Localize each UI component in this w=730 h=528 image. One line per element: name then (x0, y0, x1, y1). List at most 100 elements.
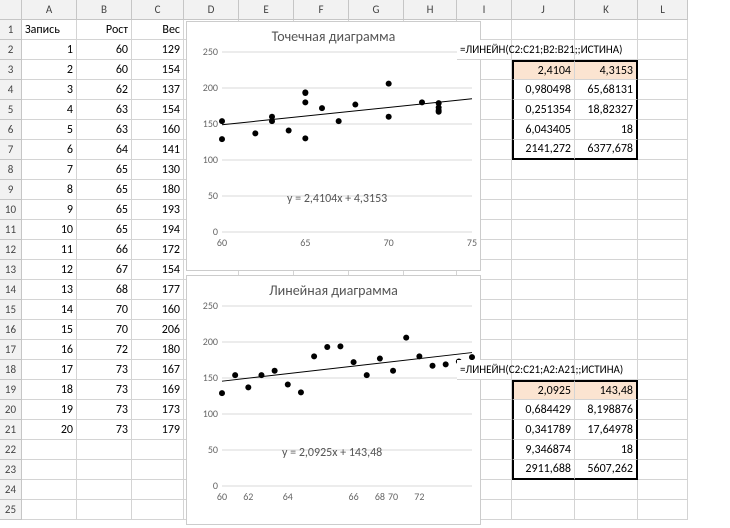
cell-L20[interactable] (638, 400, 688, 420)
cell-J25[interactable] (512, 500, 575, 520)
cell-I18[interactable]: =ЛИНЕЙН(C2:C21;A2:A21;;ИСТИНА) (457, 360, 512, 380)
cell-K9[interactable] (575, 180, 638, 200)
cell-L22[interactable] (638, 440, 688, 460)
cell-A12[interactable]: 11 (22, 240, 77, 260)
cell-C10[interactable]: 193 (132, 200, 184, 220)
row-header-22[interactable]: 22 (0, 440, 22, 460)
cell-L15[interactable] (638, 300, 688, 320)
cell-C3[interactable]: 154 (132, 60, 184, 80)
cell-B21[interactable]: 73 (77, 420, 132, 440)
cell-B23[interactable] (77, 460, 132, 480)
cell-L10[interactable] (638, 200, 688, 220)
cell-J7[interactable]: 2141,272 (512, 140, 575, 160)
cell-C9[interactable]: 180 (132, 180, 184, 200)
cell-K4[interactable]: 65,68131 (575, 80, 638, 100)
col-header-J[interactable]: J (512, 0, 575, 20)
cell-B8[interactable]: 65 (77, 160, 132, 180)
cell-J20[interactable]: 0,684429 (512, 400, 575, 420)
cell-J14[interactable] (512, 280, 575, 300)
cell-A8[interactable]: 7 (22, 160, 77, 180)
cell-C13[interactable]: 154 (132, 260, 184, 280)
cell-K12[interactable] (575, 240, 638, 260)
cell-K23[interactable]: 5607,262 (575, 460, 638, 480)
cell-C23[interactable] (132, 460, 184, 480)
cell-J11[interactable] (512, 220, 575, 240)
cell-B1[interactable]: Рост (77, 20, 132, 40)
cell-L25[interactable] (638, 500, 688, 520)
cell-C14[interactable]: 177 (132, 280, 184, 300)
cell-A7[interactable]: 6 (22, 140, 77, 160)
row-header-7[interactable]: 7 (0, 140, 22, 160)
row-header-1[interactable]: 1 (0, 20, 22, 40)
row-header-17[interactable]: 17 (0, 340, 22, 360)
corner-cell[interactable] (0, 0, 22, 20)
cell-A5[interactable]: 4 (22, 100, 77, 120)
cell-B15[interactable]: 70 (77, 300, 132, 320)
cell-L13[interactable] (638, 260, 688, 280)
cell-B18[interactable]: 73 (77, 360, 132, 380)
cell-C8[interactable]: 130 (132, 160, 184, 180)
cell-L11[interactable] (638, 220, 688, 240)
row-header-14[interactable]: 14 (0, 280, 22, 300)
cell-K3[interactable]: 4,3153 (575, 60, 638, 80)
cell-A15[interactable]: 14 (22, 300, 77, 320)
cell-L24[interactable] (638, 480, 688, 500)
cell-B19[interactable]: 73 (77, 380, 132, 400)
row-header-9[interactable]: 9 (0, 180, 22, 200)
cell-C21[interactable]: 179 (132, 420, 184, 440)
row-header-25[interactable]: 25 (0, 500, 22, 520)
cell-C4[interactable]: 137 (132, 80, 184, 100)
cell-A6[interactable]: 5 (22, 120, 77, 140)
row-header-2[interactable]: 2 (0, 40, 22, 60)
row-header-12[interactable]: 12 (0, 240, 22, 260)
cell-B17[interactable]: 72 (77, 340, 132, 360)
cell-B4[interactable]: 62 (77, 80, 132, 100)
cell-L23[interactable] (638, 460, 688, 480)
cell-B22[interactable] (77, 440, 132, 460)
cell-C22[interactable] (132, 440, 184, 460)
cell-B11[interactable]: 65 (77, 220, 132, 240)
cell-J6[interactable]: 6,043405 (512, 120, 575, 140)
cell-L21[interactable] (638, 420, 688, 440)
cell-J21[interactable]: 0,341789 (512, 420, 575, 440)
cell-L12[interactable] (638, 240, 688, 260)
cell-A1[interactable]: Запись (22, 20, 77, 40)
cell-J3[interactable]: 2,4104 (512, 60, 575, 80)
cell-K8[interactable] (575, 160, 638, 180)
cell-C24[interactable] (132, 480, 184, 500)
cell-J15[interactable] (512, 300, 575, 320)
cell-L1[interactable] (638, 20, 688, 40)
cell-J17[interactable] (512, 340, 575, 360)
cell-B24[interactable] (77, 480, 132, 500)
row-header-5[interactable]: 5 (0, 100, 22, 120)
cell-L5[interactable] (638, 100, 688, 120)
cell-I2[interactable]: =ЛИНЕЙН(C2:C21;B2:B21;;ИСТИНА) (457, 40, 512, 60)
cell-A2[interactable]: 1 (22, 40, 77, 60)
cell-C5[interactable]: 154 (132, 100, 184, 120)
col-header-K[interactable]: K (575, 0, 638, 20)
cell-C12[interactable]: 172 (132, 240, 184, 260)
cell-K7[interactable]: 6377,678 (575, 140, 638, 160)
row-header-23[interactable]: 23 (0, 460, 22, 480)
cell-K5[interactable]: 18,82327 (575, 100, 638, 120)
cell-J24[interactable] (512, 480, 575, 500)
row-header-11[interactable]: 11 (0, 220, 22, 240)
cell-L6[interactable] (638, 120, 688, 140)
col-header-E[interactable]: E (239, 0, 294, 20)
cell-A9[interactable]: 8 (22, 180, 77, 200)
cell-J13[interactable] (512, 260, 575, 280)
cell-B20[interactable]: 73 (77, 400, 132, 420)
cell-A4[interactable]: 3 (22, 80, 77, 100)
cell-K25[interactable] (575, 500, 638, 520)
cell-J22[interactable]: 9,346874 (512, 440, 575, 460)
cell-J23[interactable]: 2911,688 (512, 460, 575, 480)
col-header-G[interactable]: G (349, 0, 404, 20)
cell-L8[interactable] (638, 160, 688, 180)
cell-A24[interactable] (22, 480, 77, 500)
row-header-20[interactable]: 20 (0, 400, 22, 420)
cell-A14[interactable]: 13 (22, 280, 77, 300)
cell-C25[interactable] (132, 500, 184, 520)
cell-C15[interactable]: 160 (132, 300, 184, 320)
cell-K15[interactable] (575, 300, 638, 320)
col-header-A[interactable]: A (22, 0, 77, 20)
